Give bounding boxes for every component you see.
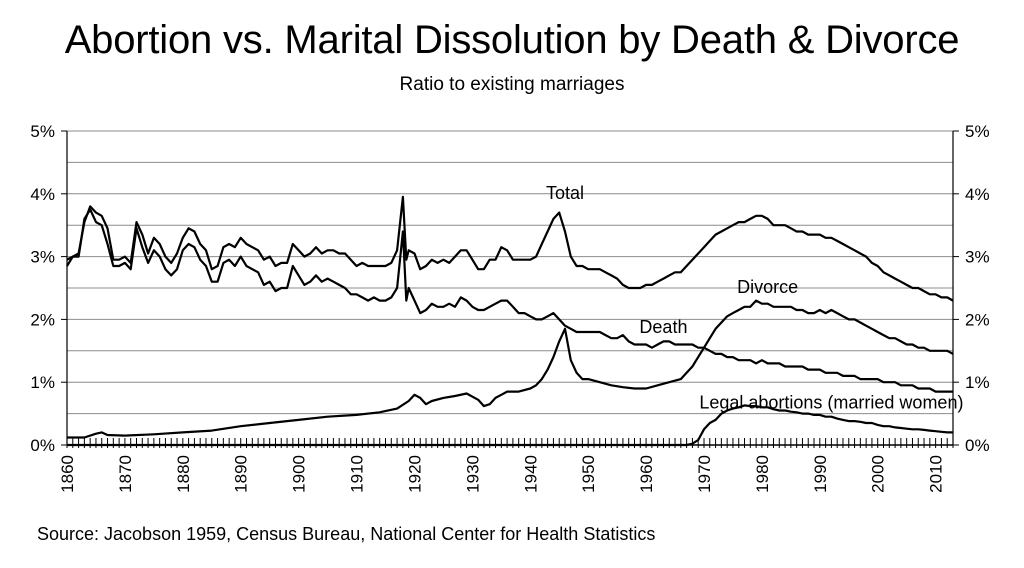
chart-title: Abortion vs. Marital Dissolution by Deat… [64, 18, 960, 62]
series-labels: Total Death Divorce Legal abortions (marrie… [546, 183, 963, 413]
x-tick-label: 2010 [927, 455, 946, 493]
x-tick-label: 1930 [463, 455, 482, 493]
y-tick-label-left: 1% [30, 373, 55, 392]
x-tick-label: 1890 [232, 455, 251, 493]
y-tick-label-right: 5% [965, 122, 990, 141]
x-tick-label: 1870 [116, 455, 135, 493]
series-line-legal-abortions-married-women [67, 404, 953, 447]
y-tick-label-left: 4% [30, 185, 55, 204]
y-tick-label-right: 0% [965, 436, 990, 455]
series-line-total [66, 195, 954, 302]
series-line-death [66, 208, 953, 393]
gridlines [67, 130, 953, 415]
series-lines [66, 195, 954, 447]
x-tick-label: 1910 [348, 455, 367, 493]
axes: 0% 0% 1% 1% 2% 2% 3% 3% 4% 4% 5% 5% 1860 1870 1880 1890… [30, 122, 989, 493]
series-label-death: Death [639, 317, 687, 337]
y-tick-label-right: 1% [965, 373, 990, 392]
series-label-divorce: Divorce [737, 277, 798, 297]
series-line-divorce [67, 299, 954, 439]
y-tick-label-left: 2% [30, 310, 55, 329]
x-tick-label: 2000 [869, 455, 888, 493]
x-tick-label: 1970 [695, 455, 714, 493]
x-tick-label: 1920 [405, 455, 424, 493]
chart-subtitle: Ratio to existing marriages [399, 74, 625, 95]
x-tick-label: 1940 [521, 455, 540, 493]
series-label-legal-abortions-married-women: Legal abortions (married women) [699, 393, 963, 413]
x-tick-label: 1860 [58, 455, 77, 493]
y-tick-label-right: 2% [965, 310, 990, 329]
y-tick-label-right: 4% [965, 185, 990, 204]
y-tick-label-right: 3% [965, 248, 990, 267]
y-tick-label-left: 3% [30, 248, 55, 267]
y-tick-label-left: 0% [30, 436, 55, 455]
x-tick-label: 1900 [290, 455, 309, 493]
x-tick-label: 1880 [174, 455, 193, 493]
x-tick-label: 1980 [753, 455, 772, 493]
y-tick-label-left: 5% [30, 122, 55, 141]
source-note: Source: Jacobson 1959, Census Bureau, Na… [37, 524, 656, 544]
x-tick-label: 1950 [579, 455, 598, 493]
series-label-total: Total [546, 183, 584, 203]
x-tick-label: 1990 [811, 455, 830, 493]
x-tick-label: 1960 [637, 455, 656, 493]
